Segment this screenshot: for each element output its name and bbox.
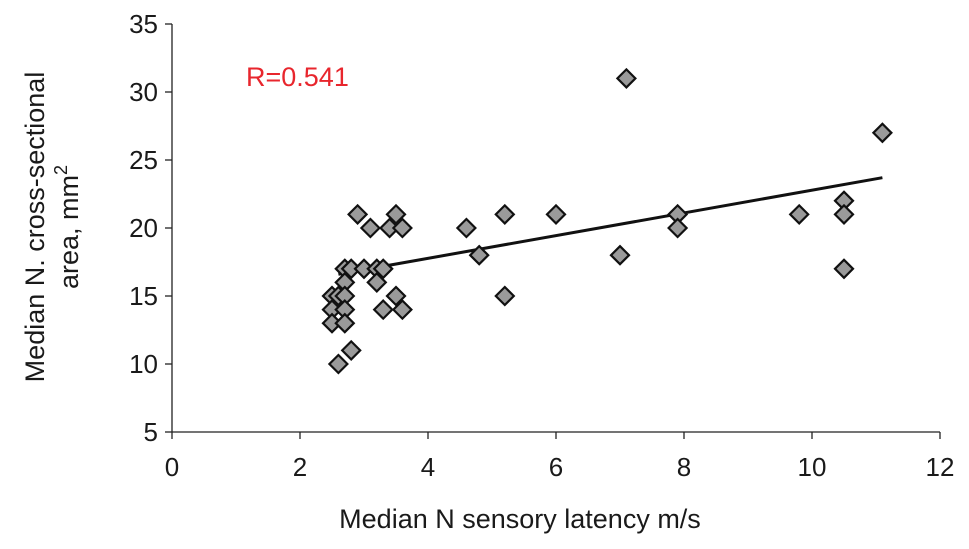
y-axis-title-line1: Median N. cross-sectional: [20, 72, 50, 383]
data-point: [468, 244, 490, 266]
y-tick-label: 10: [129, 349, 158, 379]
data-point: [391, 217, 413, 239]
data-point: [334, 312, 356, 334]
data-point: [494, 285, 516, 307]
y-tick-label: 20: [129, 213, 158, 243]
data-point: [327, 353, 349, 375]
y-axis-title: Median N. cross-sectional area, mm2: [20, 72, 84, 383]
data-point: [391, 299, 413, 321]
data-point: [372, 299, 394, 321]
axes: [165, 23, 941, 439]
data-point: [385, 203, 407, 225]
data-point: [494, 203, 516, 225]
y-tick-label: 35: [129, 9, 158, 39]
data-point: [615, 67, 637, 89]
data-point: [833, 258, 855, 280]
x-tick-label: 4: [421, 452, 435, 482]
data-point: [347, 203, 369, 225]
tick-labels: 0 2 4 6 8 10 12 5 10 15 20 25 30 35: [129, 9, 954, 482]
data-point: [609, 244, 631, 266]
data-point: [372, 258, 394, 280]
data-point: [455, 217, 477, 239]
data-point: [788, 203, 810, 225]
data-point: [366, 271, 388, 293]
data-point: [359, 217, 381, 239]
x-tick-label: 12: [926, 452, 955, 482]
data-point: [833, 203, 855, 225]
trendline: [338, 176, 883, 276]
data-point: [545, 203, 567, 225]
y-tick-label: 25: [129, 145, 158, 175]
data-point: [340, 339, 362, 361]
x-tick-label: 0: [165, 452, 179, 482]
x-tick-label: 10: [798, 452, 827, 482]
x-tick-label: 6: [549, 452, 563, 482]
y-axis-title-superscript: 2: [51, 165, 71, 175]
y-axis-title-base: area, mm: [54, 175, 84, 289]
data-point: [871, 122, 893, 144]
data-point: [385, 285, 407, 307]
data-point: [667, 217, 689, 239]
y-tick-label: 15: [129, 281, 158, 311]
trendline-group: [338, 176, 883, 276]
data-points: [321, 67, 893, 375]
y-tick-label: 5: [144, 417, 158, 447]
y-tick-label: 30: [129, 77, 158, 107]
x-tick-label: 2: [293, 452, 307, 482]
x-axis-title: Median N sensory latency m/s: [339, 504, 701, 534]
x-tick-label: 8: [677, 452, 691, 482]
y-axis-title-line2: area, mm2: [51, 165, 84, 289]
correlation-annotation: R=0.541: [246, 62, 349, 92]
